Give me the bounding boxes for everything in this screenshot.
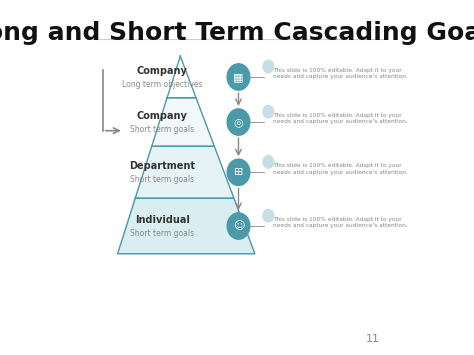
Circle shape xyxy=(227,64,250,90)
Text: Short term goals: Short term goals xyxy=(130,229,194,238)
Circle shape xyxy=(227,213,250,239)
Text: This slide is 100% editable. Adapt it to your
needs and capture your audience's : This slide is 100% editable. Adapt it to… xyxy=(273,113,408,124)
Text: Short term goals: Short term goals xyxy=(130,125,194,134)
Polygon shape xyxy=(152,98,214,146)
Text: ☺: ☺ xyxy=(233,221,244,231)
Polygon shape xyxy=(167,56,196,98)
Polygon shape xyxy=(118,198,255,254)
Text: Individual: Individual xyxy=(135,215,190,225)
Text: Company: Company xyxy=(137,66,188,76)
Text: ◎: ◎ xyxy=(234,117,243,127)
Text: Department: Department xyxy=(129,161,195,171)
Text: Company: Company xyxy=(137,111,188,121)
Circle shape xyxy=(263,155,273,168)
Circle shape xyxy=(227,159,250,185)
Text: This slide is 100% editable. Adapt it to your
needs and capture your audience's : This slide is 100% editable. Adapt it to… xyxy=(273,163,408,175)
Text: Long and Short Term Cascading Goals: Long and Short Term Cascading Goals xyxy=(0,22,474,45)
Circle shape xyxy=(227,109,250,135)
Circle shape xyxy=(263,209,273,222)
Text: This slide is 100% editable. Adapt it to your
needs and capture your audience's : This slide is 100% editable. Adapt it to… xyxy=(273,217,408,228)
Text: ⊞: ⊞ xyxy=(234,167,243,177)
Text: Long term objectives: Long term objectives xyxy=(122,80,203,89)
Text: ▦: ▦ xyxy=(233,72,244,82)
Circle shape xyxy=(263,60,273,73)
Text: 11: 11 xyxy=(366,334,380,344)
Text: This slide is 100% editable. Adapt it to your
needs and capture your audience's : This slide is 100% editable. Adapt it to… xyxy=(273,68,408,79)
Polygon shape xyxy=(135,146,234,198)
Circle shape xyxy=(263,105,273,118)
Text: Short term goals: Short term goals xyxy=(130,175,194,185)
